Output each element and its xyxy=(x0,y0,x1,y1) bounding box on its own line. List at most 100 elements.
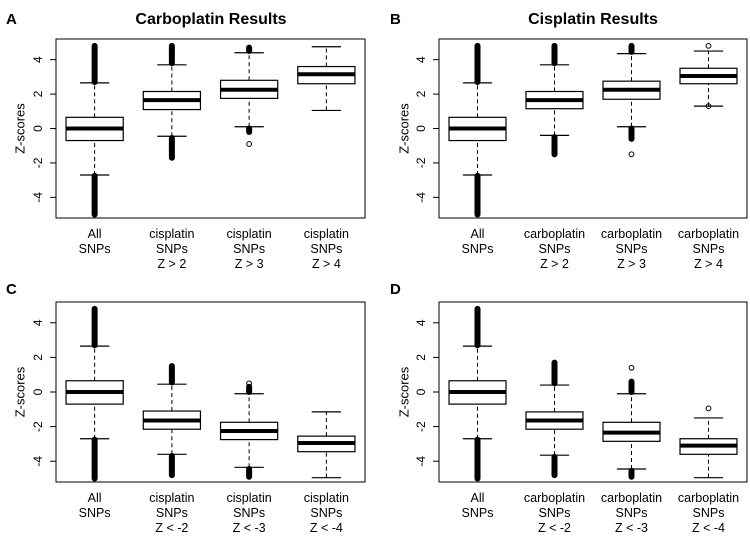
category-label-line: Z < -3 xyxy=(615,521,648,535)
box-1 xyxy=(65,42,124,218)
y-tick-label: -2 xyxy=(414,421,428,432)
y-tick-label: 0 xyxy=(31,388,45,395)
y-axis-label: Z-scores xyxy=(397,103,412,154)
category-label-line: All xyxy=(88,227,102,241)
category-label-line: Z > 3 xyxy=(617,257,646,271)
category-label-line: Z > 3 xyxy=(235,257,264,271)
category-label-line: Z > 2 xyxy=(540,257,569,271)
box-2 xyxy=(142,42,202,161)
y-tick-label: -2 xyxy=(414,157,428,168)
category-label-line: SNPs xyxy=(462,242,494,256)
category-label: cisplatin SNPs Z < -2 xyxy=(149,491,194,535)
panel-letter: B xyxy=(390,11,401,28)
y-tick-label: 0 xyxy=(31,125,45,132)
box-2 xyxy=(525,359,584,479)
y-tick-label: -4 xyxy=(31,192,45,203)
outlier-point xyxy=(246,380,253,387)
category-label-line: cisplatin xyxy=(149,227,194,241)
outlier-point xyxy=(705,42,712,49)
category-label: cisplatin SNPs Z > 4 xyxy=(304,227,349,271)
category-label-line: carboplatin xyxy=(601,227,662,241)
category-label-line: SNPs xyxy=(156,242,188,256)
category-label-line: Z < -2 xyxy=(155,521,188,535)
box-4 xyxy=(679,42,738,110)
category-label-line: Z > 4 xyxy=(312,257,341,271)
category-label: All SNPs xyxy=(462,227,494,256)
y-tick-label: -4 xyxy=(31,456,45,467)
category-label-line: SNPs xyxy=(79,506,111,520)
box-2 xyxy=(525,42,584,158)
category-label-line: SNPs xyxy=(616,506,648,520)
panel-title: Carboplatin Results xyxy=(135,11,286,28)
box-1 xyxy=(448,305,507,482)
category-label-line: carboplatin xyxy=(678,227,739,241)
category-label-line: SNPs xyxy=(233,242,265,256)
category-label: cisplatin SNPs Z < -4 xyxy=(304,491,349,535)
outlier-point xyxy=(628,151,635,158)
category-label-line: All xyxy=(88,491,102,505)
y-tick-label: 0 xyxy=(414,388,428,395)
category-label-line: Z < -2 xyxy=(538,521,571,535)
category-label: carboplatin SNPs Z > 3 xyxy=(601,227,662,271)
box-4 xyxy=(297,411,356,479)
box-3 xyxy=(219,44,279,147)
category-label-line: SNPs xyxy=(693,506,725,520)
category-label: carboplatin SNPs Z > 4 xyxy=(678,227,739,271)
panel-letter: D xyxy=(390,281,401,298)
category-label-line: SNPs xyxy=(156,506,188,520)
category-label-line: carboplatin xyxy=(601,491,662,505)
category-label-line: carboplatin xyxy=(678,491,739,505)
box-3 xyxy=(602,364,661,480)
category-label: carboplatin SNPs Z < -4 xyxy=(678,491,739,535)
y-tick-label: 4 xyxy=(31,56,45,63)
category-label-line: SNPs xyxy=(310,506,342,520)
category-label-line: Z > 4 xyxy=(694,257,723,271)
y-axis-label: Z-scores xyxy=(397,366,412,417)
category-label: All SNPs xyxy=(462,491,494,520)
box-2 xyxy=(142,363,202,479)
category-label-line: Z < -3 xyxy=(233,521,266,535)
category-label-line: SNPs xyxy=(539,242,571,256)
box-3 xyxy=(219,380,279,480)
y-tick-label: 2 xyxy=(31,90,45,97)
category-label-line: cisplatin xyxy=(149,491,194,505)
outlier-point xyxy=(705,405,712,412)
y-tick-label: 4 xyxy=(414,319,428,326)
y-tick-label: 2 xyxy=(31,354,45,361)
category-label: carboplatin SNPs Z < -2 xyxy=(524,491,585,535)
category-label-line: Z < -4 xyxy=(310,521,343,535)
y-tick-label: -4 xyxy=(414,192,428,203)
category-label-line: SNPs xyxy=(616,242,648,256)
y-tick-label: -2 xyxy=(31,157,45,168)
y-tick-label: 0 xyxy=(414,125,428,132)
category-label-line: All xyxy=(471,227,485,241)
category-label: cisplatin SNPs Z > 3 xyxy=(227,227,272,271)
y-tick-label: -4 xyxy=(414,456,428,467)
category-label-line: SNPs xyxy=(539,506,571,520)
box-3 xyxy=(602,42,661,158)
category-label: cisplatin SNPs Z > 2 xyxy=(149,227,194,271)
box-1 xyxy=(65,305,124,482)
category-label-line: SNPs xyxy=(79,242,111,256)
category-label-line: SNPs xyxy=(310,242,342,256)
panel-letter: A xyxy=(6,11,17,28)
category-label-line: SNPs xyxy=(693,242,725,256)
y-axis-label: Z-scores xyxy=(13,366,28,417)
box-4 xyxy=(297,46,356,112)
category-label-line: cisplatin xyxy=(304,227,349,241)
category-label-line: SNPs xyxy=(233,506,265,520)
y-tick-label: 4 xyxy=(414,56,428,63)
category-label-line: cisplatin xyxy=(227,227,272,241)
y-tick-label: 2 xyxy=(414,90,428,97)
category-label: All SNPs xyxy=(79,227,111,256)
panel-title: Cisplatin Results xyxy=(528,11,658,28)
outlier-point xyxy=(628,364,635,371)
category-label-line: Z < -4 xyxy=(692,521,725,535)
category-label-line: All xyxy=(471,491,485,505)
y-tick-label: -2 xyxy=(31,421,45,432)
